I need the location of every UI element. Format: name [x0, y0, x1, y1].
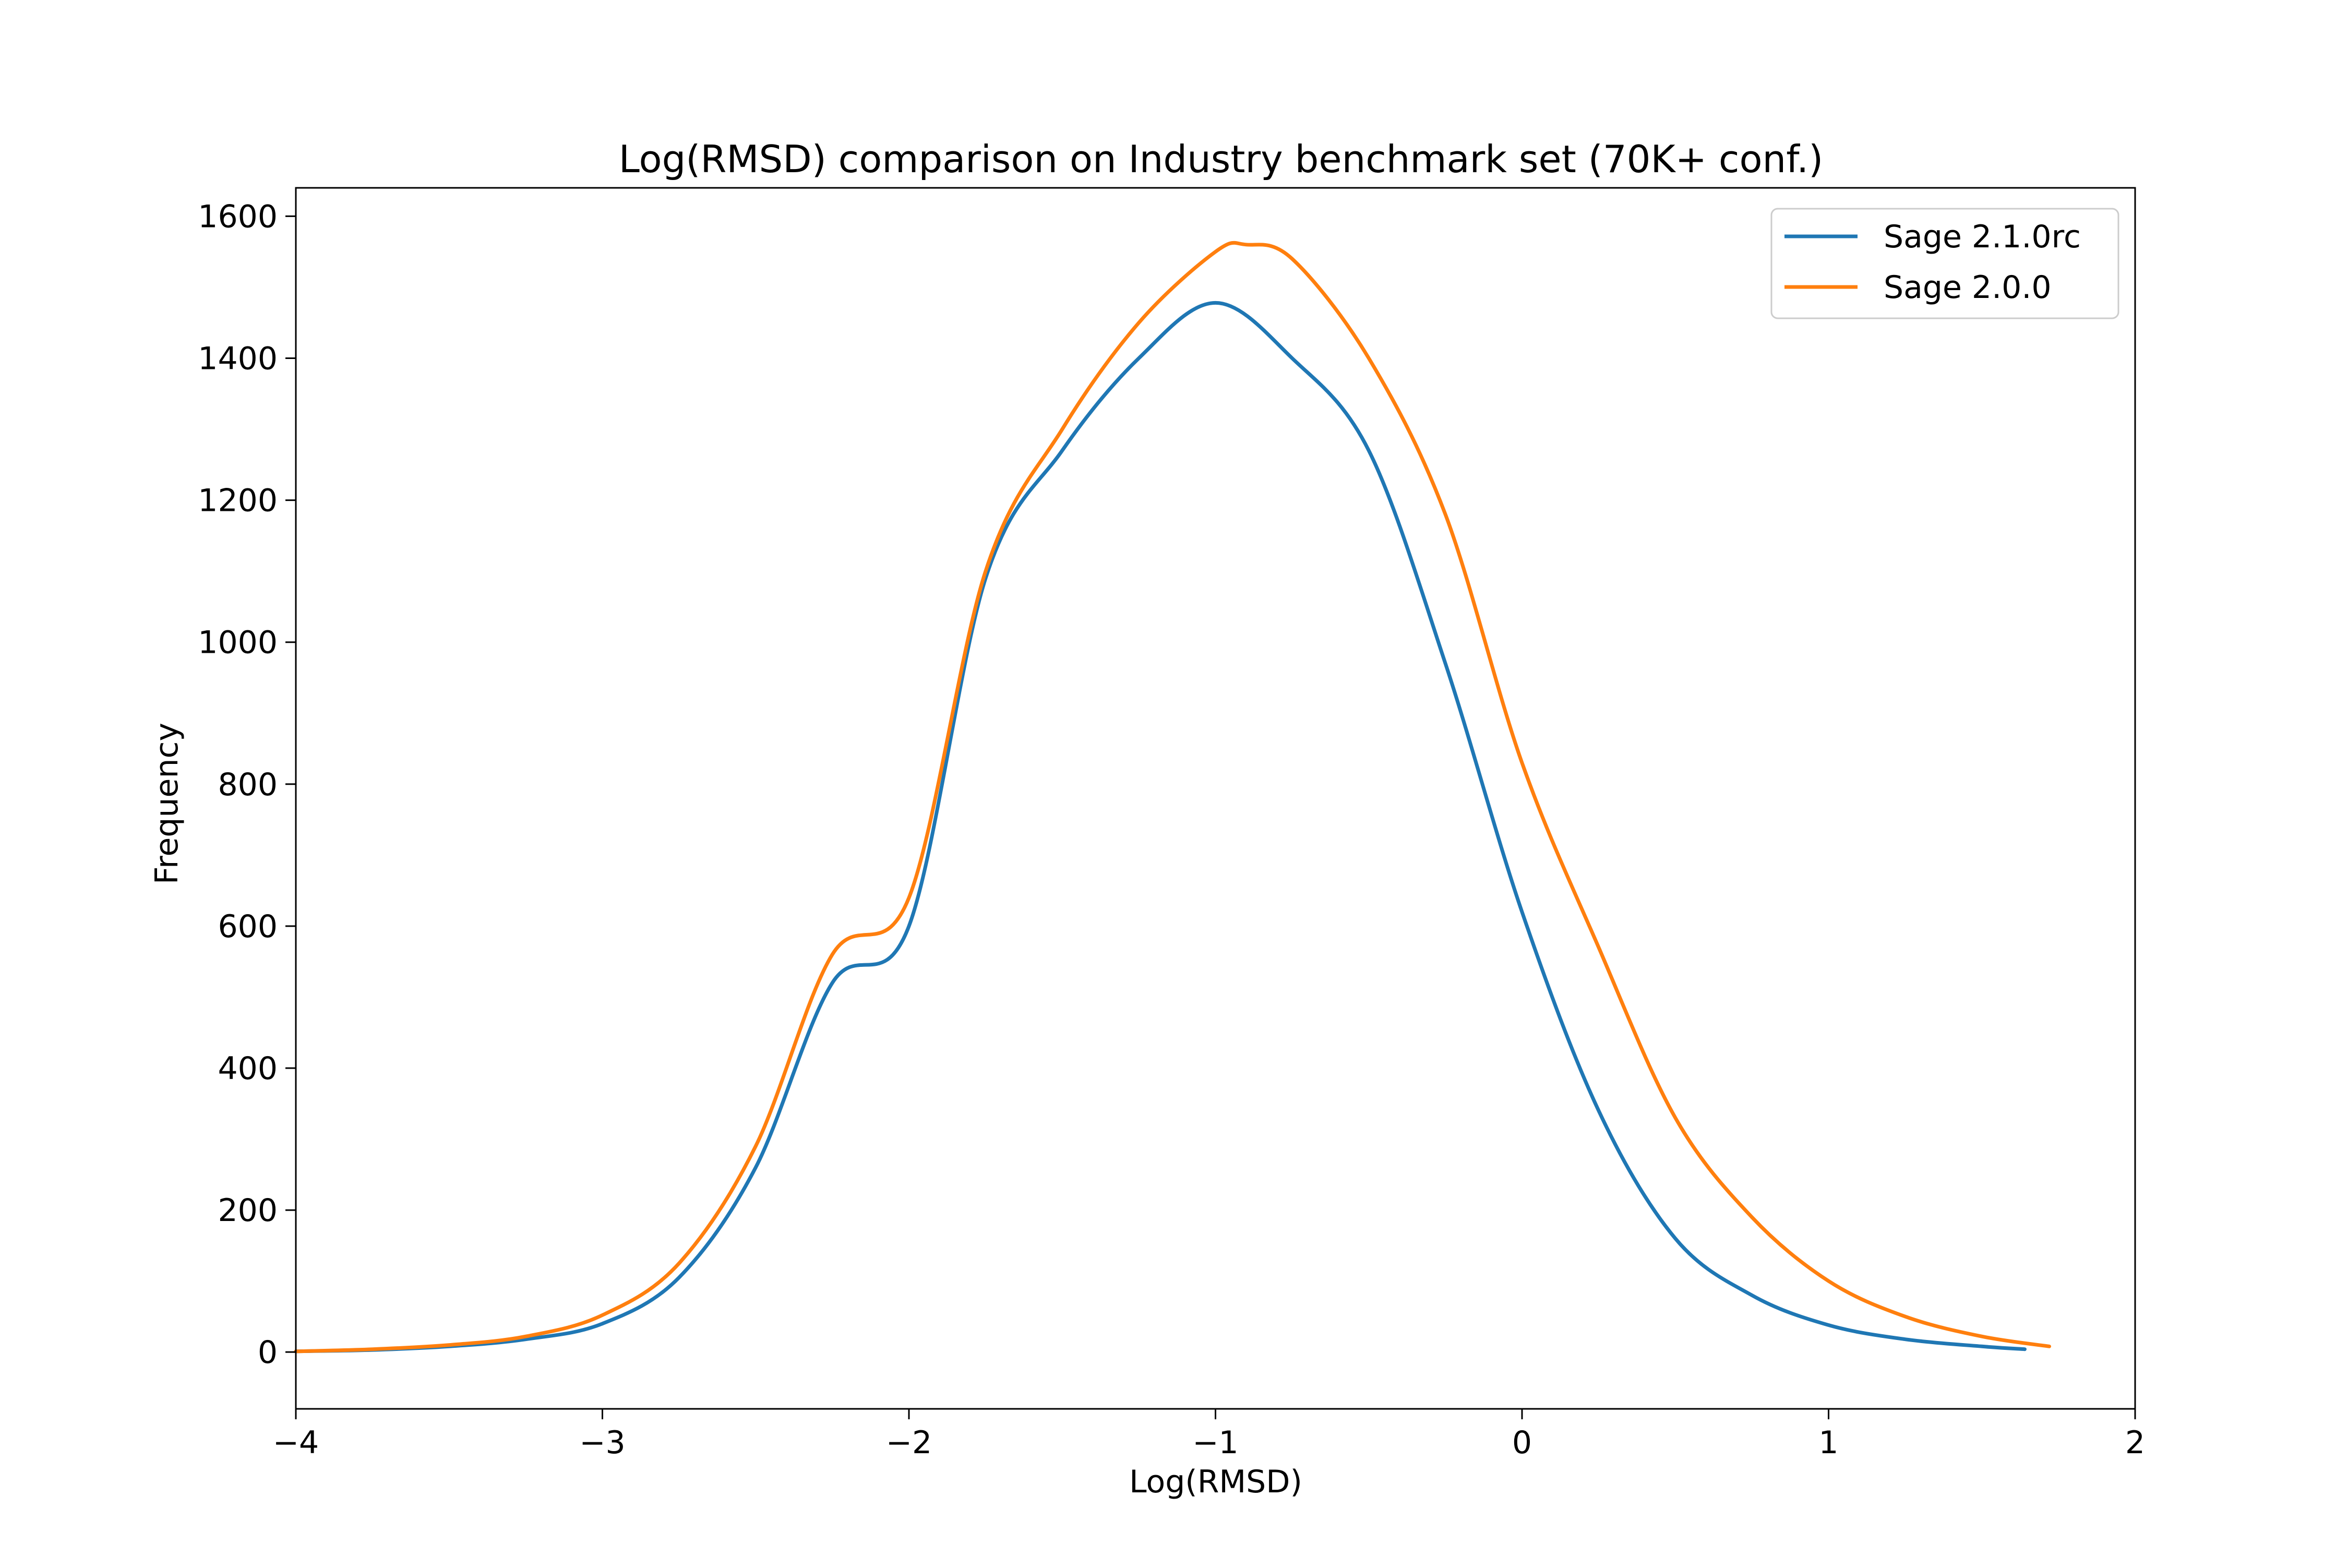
legend-label-sage-2-0-0: Sage 2.0.0	[1884, 269, 2052, 306]
plot-frame	[295, 187, 2136, 1410]
y-tick-label: 1400	[198, 341, 278, 377]
legend-label-sage-2-1-0rc: Sage 2.1.0rc	[1884, 219, 2081, 255]
x-tick-label: −4	[273, 1425, 319, 1461]
x-tick-label: −3	[579, 1425, 625, 1461]
y-tick-label: 1600	[198, 198, 278, 235]
plot-series-group	[294, 241, 2051, 1354]
y-tick-label: 400	[218, 1050, 278, 1087]
y-tick-label: 600	[218, 908, 278, 945]
legend-box	[1770, 208, 2119, 319]
y-tick-label: 1000	[198, 625, 278, 661]
x-tick-label: −1	[1192, 1425, 1238, 1461]
x-tick-label: 1	[1818, 1425, 1838, 1461]
x-tick-label: 0	[1512, 1425, 1532, 1461]
legend: Sage 2.1.0rc Sage 2.0.0	[1770, 208, 2119, 319]
y-axis-label: Frequency	[149, 723, 185, 884]
series-line-sage-2-0-0	[294, 241, 2051, 1354]
y-tick-label: 0	[258, 1334, 278, 1371]
chart-title: Log(RMSD) comparison on Industry benchma…	[619, 137, 1824, 181]
x-tick-label: 2	[2125, 1425, 2145, 1461]
series-line-sage-2-1-0rc	[294, 301, 2027, 1354]
y-axis: 0 200 400 600 800 1000 1200 1400 1600	[198, 198, 296, 1371]
x-tick-label: −2	[886, 1425, 932, 1461]
y-tick-label: 200	[218, 1192, 278, 1229]
y-tick-label: 800	[218, 767, 278, 803]
x-axis-label: Log(RMSD)	[1129, 1464, 1302, 1500]
y-tick-label: 1200	[198, 483, 278, 519]
x-axis: −4 −3 −2 −1 0 1 2	[273, 1409, 2145, 1461]
